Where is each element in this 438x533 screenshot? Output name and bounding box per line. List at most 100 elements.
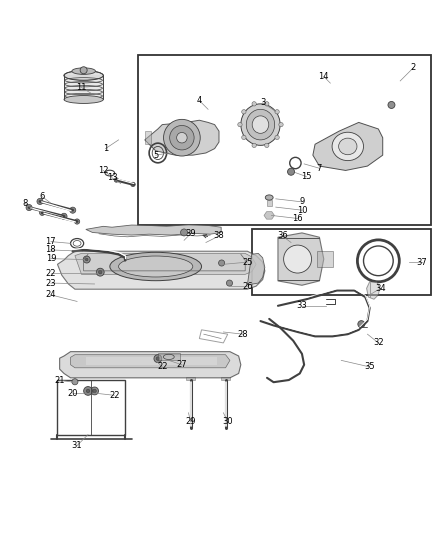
Text: 10: 10 (297, 206, 307, 215)
Text: 38: 38 (214, 231, 224, 240)
Circle shape (358, 321, 365, 328)
Text: 20: 20 (67, 389, 78, 398)
Circle shape (85, 258, 88, 261)
Polygon shape (60, 352, 241, 378)
Circle shape (39, 210, 45, 215)
Polygon shape (158, 353, 180, 360)
Ellipse shape (265, 195, 273, 200)
Circle shape (180, 229, 187, 236)
Text: 27: 27 (177, 360, 187, 369)
Circle shape (26, 205, 32, 211)
Text: 13: 13 (107, 173, 117, 182)
Text: 15: 15 (301, 172, 311, 181)
Polygon shape (75, 253, 256, 274)
Text: 31: 31 (72, 441, 82, 450)
Text: 3: 3 (260, 98, 265, 107)
Text: 12: 12 (98, 166, 109, 175)
Text: 25: 25 (242, 257, 253, 266)
Text: 19: 19 (46, 254, 56, 263)
Circle shape (279, 123, 283, 127)
Ellipse shape (72, 68, 95, 75)
Circle shape (86, 389, 90, 393)
Circle shape (70, 207, 76, 213)
Circle shape (226, 280, 233, 286)
Circle shape (288, 168, 294, 175)
Bar (57, 380, 125, 434)
Text: 26: 26 (242, 281, 253, 290)
Ellipse shape (339, 138, 357, 155)
Text: 1: 1 (103, 144, 108, 153)
Text: 24: 24 (46, 290, 56, 300)
Circle shape (388, 101, 395, 108)
Ellipse shape (241, 104, 280, 146)
Circle shape (37, 198, 43, 205)
Circle shape (219, 260, 225, 266)
Text: 7: 7 (317, 164, 322, 173)
Text: 35: 35 (364, 362, 375, 372)
Circle shape (93, 389, 96, 393)
Circle shape (131, 182, 135, 187)
Text: 36: 36 (277, 231, 288, 240)
Ellipse shape (64, 95, 103, 103)
Ellipse shape (110, 252, 201, 281)
Text: 16: 16 (292, 214, 303, 223)
Text: 6: 6 (39, 192, 45, 201)
Polygon shape (71, 354, 230, 368)
Polygon shape (264, 212, 275, 219)
Text: 2: 2 (411, 63, 416, 72)
Circle shape (275, 110, 279, 114)
Text: 14: 14 (318, 72, 329, 81)
Circle shape (265, 143, 269, 148)
Text: 8: 8 (22, 199, 28, 208)
Circle shape (265, 102, 269, 106)
Circle shape (170, 125, 194, 150)
Polygon shape (186, 376, 195, 380)
Text: 39: 39 (185, 229, 196, 238)
Text: 21: 21 (54, 376, 65, 384)
Polygon shape (317, 251, 332, 267)
Circle shape (275, 135, 279, 140)
Ellipse shape (119, 256, 193, 277)
Text: 18: 18 (46, 245, 56, 254)
Circle shape (96, 268, 104, 276)
Text: 4: 4 (197, 96, 202, 105)
Text: 28: 28 (238, 330, 248, 338)
Ellipse shape (332, 132, 364, 160)
Circle shape (252, 143, 256, 148)
Circle shape (80, 67, 87, 74)
Text: 5: 5 (153, 151, 158, 160)
Polygon shape (57, 251, 265, 289)
Polygon shape (278, 233, 324, 285)
Text: 37: 37 (417, 257, 427, 266)
Text: 11: 11 (76, 83, 87, 92)
Circle shape (84, 386, 92, 395)
Ellipse shape (64, 71, 103, 80)
Text: 34: 34 (375, 284, 386, 293)
Circle shape (91, 387, 99, 395)
Polygon shape (145, 131, 151, 144)
Polygon shape (64, 76, 103, 100)
Ellipse shape (252, 116, 269, 133)
Circle shape (252, 102, 256, 106)
Polygon shape (221, 376, 230, 380)
Polygon shape (267, 200, 272, 206)
Circle shape (238, 123, 242, 127)
Text: 33: 33 (297, 301, 307, 310)
Ellipse shape (246, 109, 275, 140)
Text: 23: 23 (46, 279, 56, 288)
Circle shape (163, 119, 200, 156)
Circle shape (114, 178, 119, 182)
Polygon shape (367, 282, 380, 299)
Text: 29: 29 (185, 417, 196, 426)
Circle shape (154, 354, 162, 362)
Text: 22: 22 (109, 391, 120, 400)
Circle shape (284, 245, 311, 273)
Polygon shape (86, 357, 217, 365)
Polygon shape (145, 120, 219, 155)
Bar (138, 55, 431, 225)
Text: 30: 30 (223, 417, 233, 426)
Bar (252, 229, 431, 295)
Polygon shape (313, 123, 383, 171)
Text: 22: 22 (157, 362, 167, 372)
Circle shape (242, 135, 246, 140)
